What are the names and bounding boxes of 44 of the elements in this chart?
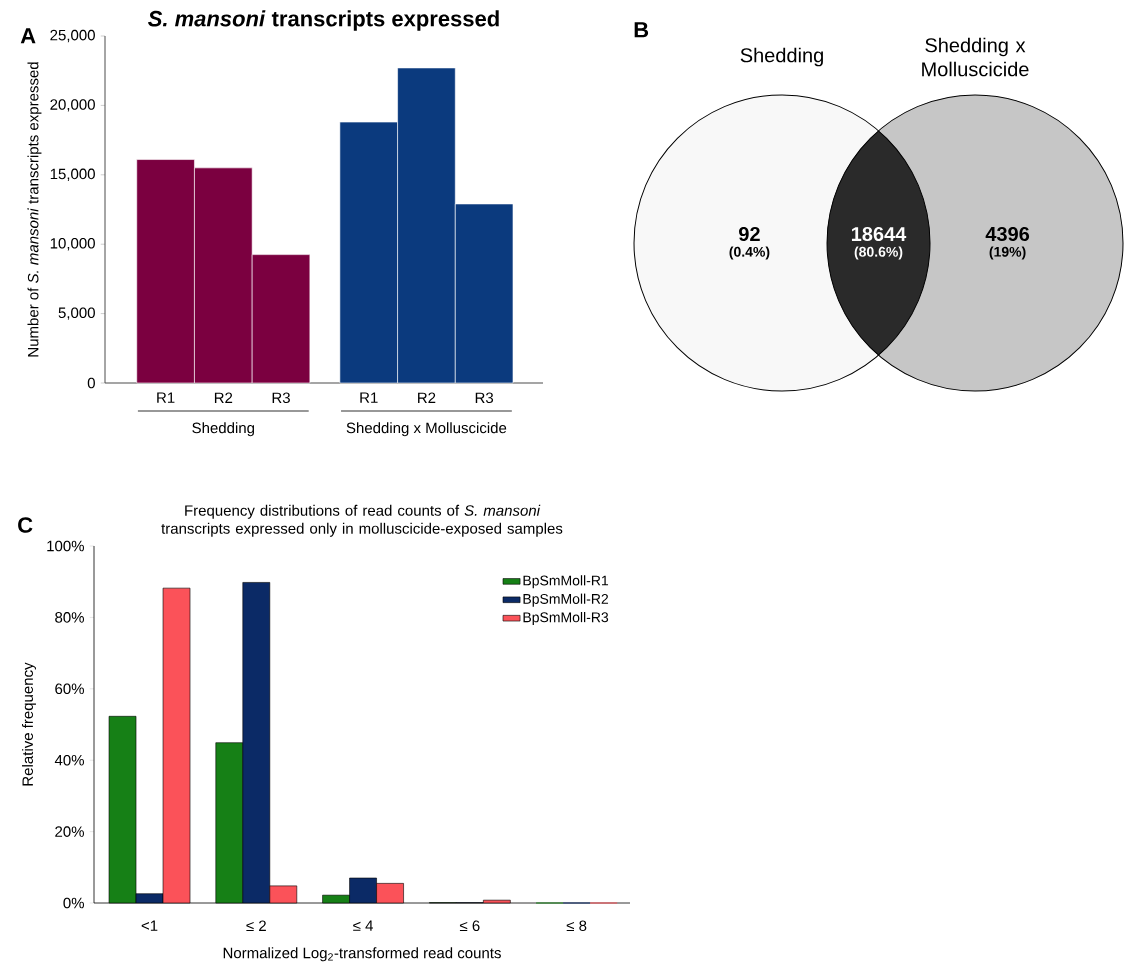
x-tick-label: R3 <box>272 392 290 404</box>
x-tick-label: ≤ 8 <box>566 920 587 932</box>
y-tick-label: 25,000 <box>50 29 95 43</box>
y-tick-label: 80% <box>55 612 84 623</box>
legend-label: BpSmMoll-R1 <box>523 575 609 589</box>
y-tick-label: 0 <box>87 377 95 389</box>
y-tick-label: 20% <box>55 826 84 837</box>
category-label: Shedding <box>740 47 823 67</box>
y-axis-title: Relative frequency <box>21 662 36 786</box>
x-tick-label: <1 <box>141 920 158 931</box>
text: (80.6%) <box>854 246 903 260</box>
y-tick-label: 0% <box>63 897 84 909</box>
legend-label: BpSmMoll-R3 <box>523 611 609 626</box>
chart-title: S. mansoni transcripts expressed <box>148 10 499 31</box>
y-tick-label: 5,000 <box>58 307 95 320</box>
y-tick-label: 60% <box>55 683 84 695</box>
text: Shedding <box>192 422 255 437</box>
legend-label: BpSmMoll-R2 <box>523 593 609 607</box>
text: C <box>18 517 33 533</box>
category-label: Shedding x Molluscicide <box>922 37 1029 77</box>
y-tick-label: 10,000 <box>50 238 95 251</box>
x-tick-label: ≤ 6 <box>459 920 480 932</box>
data-label: 92 <box>739 226 760 242</box>
y-axis-title: Number of S. mansoni transcripts expressed <box>27 62 42 357</box>
x-tick-label: R1 <box>360 392 378 403</box>
x-tick-label: R2 <box>214 392 233 403</box>
text: (19%) <box>989 246 1026 260</box>
text: Shedding x Molluscicide <box>346 422 507 437</box>
x-tick-label: ≤ 4 <box>353 920 373 931</box>
data-label: 18644 <box>851 226 907 242</box>
x-tick-label: R2 <box>418 392 436 403</box>
text: (0.4%) <box>729 246 770 260</box>
x-tick-label: R3 <box>475 392 494 404</box>
x-axis-title: Normalized Log$_{2}$-transformed read counts <box>223 947 501 962</box>
y-tick-label: 100% <box>47 540 84 552</box>
y-tick-label: 15,000 <box>50 168 95 181</box>
y-tick-label: 40% <box>54 754 84 766</box>
x-tick-label: ≤ 2 <box>246 920 266 931</box>
chart-title: Frequency distributions of read counts of S. mansoni transcripts expressed only in molluscicide-exposed samples <box>161 504 563 537</box>
y-tick-label: 20,000 <box>50 99 95 112</box>
text: A <box>20 28 36 44</box>
text: B <box>634 22 649 38</box>
x-tick-label: R1 <box>157 392 175 403</box>
data-label: 4396 <box>985 226 1030 242</box>
